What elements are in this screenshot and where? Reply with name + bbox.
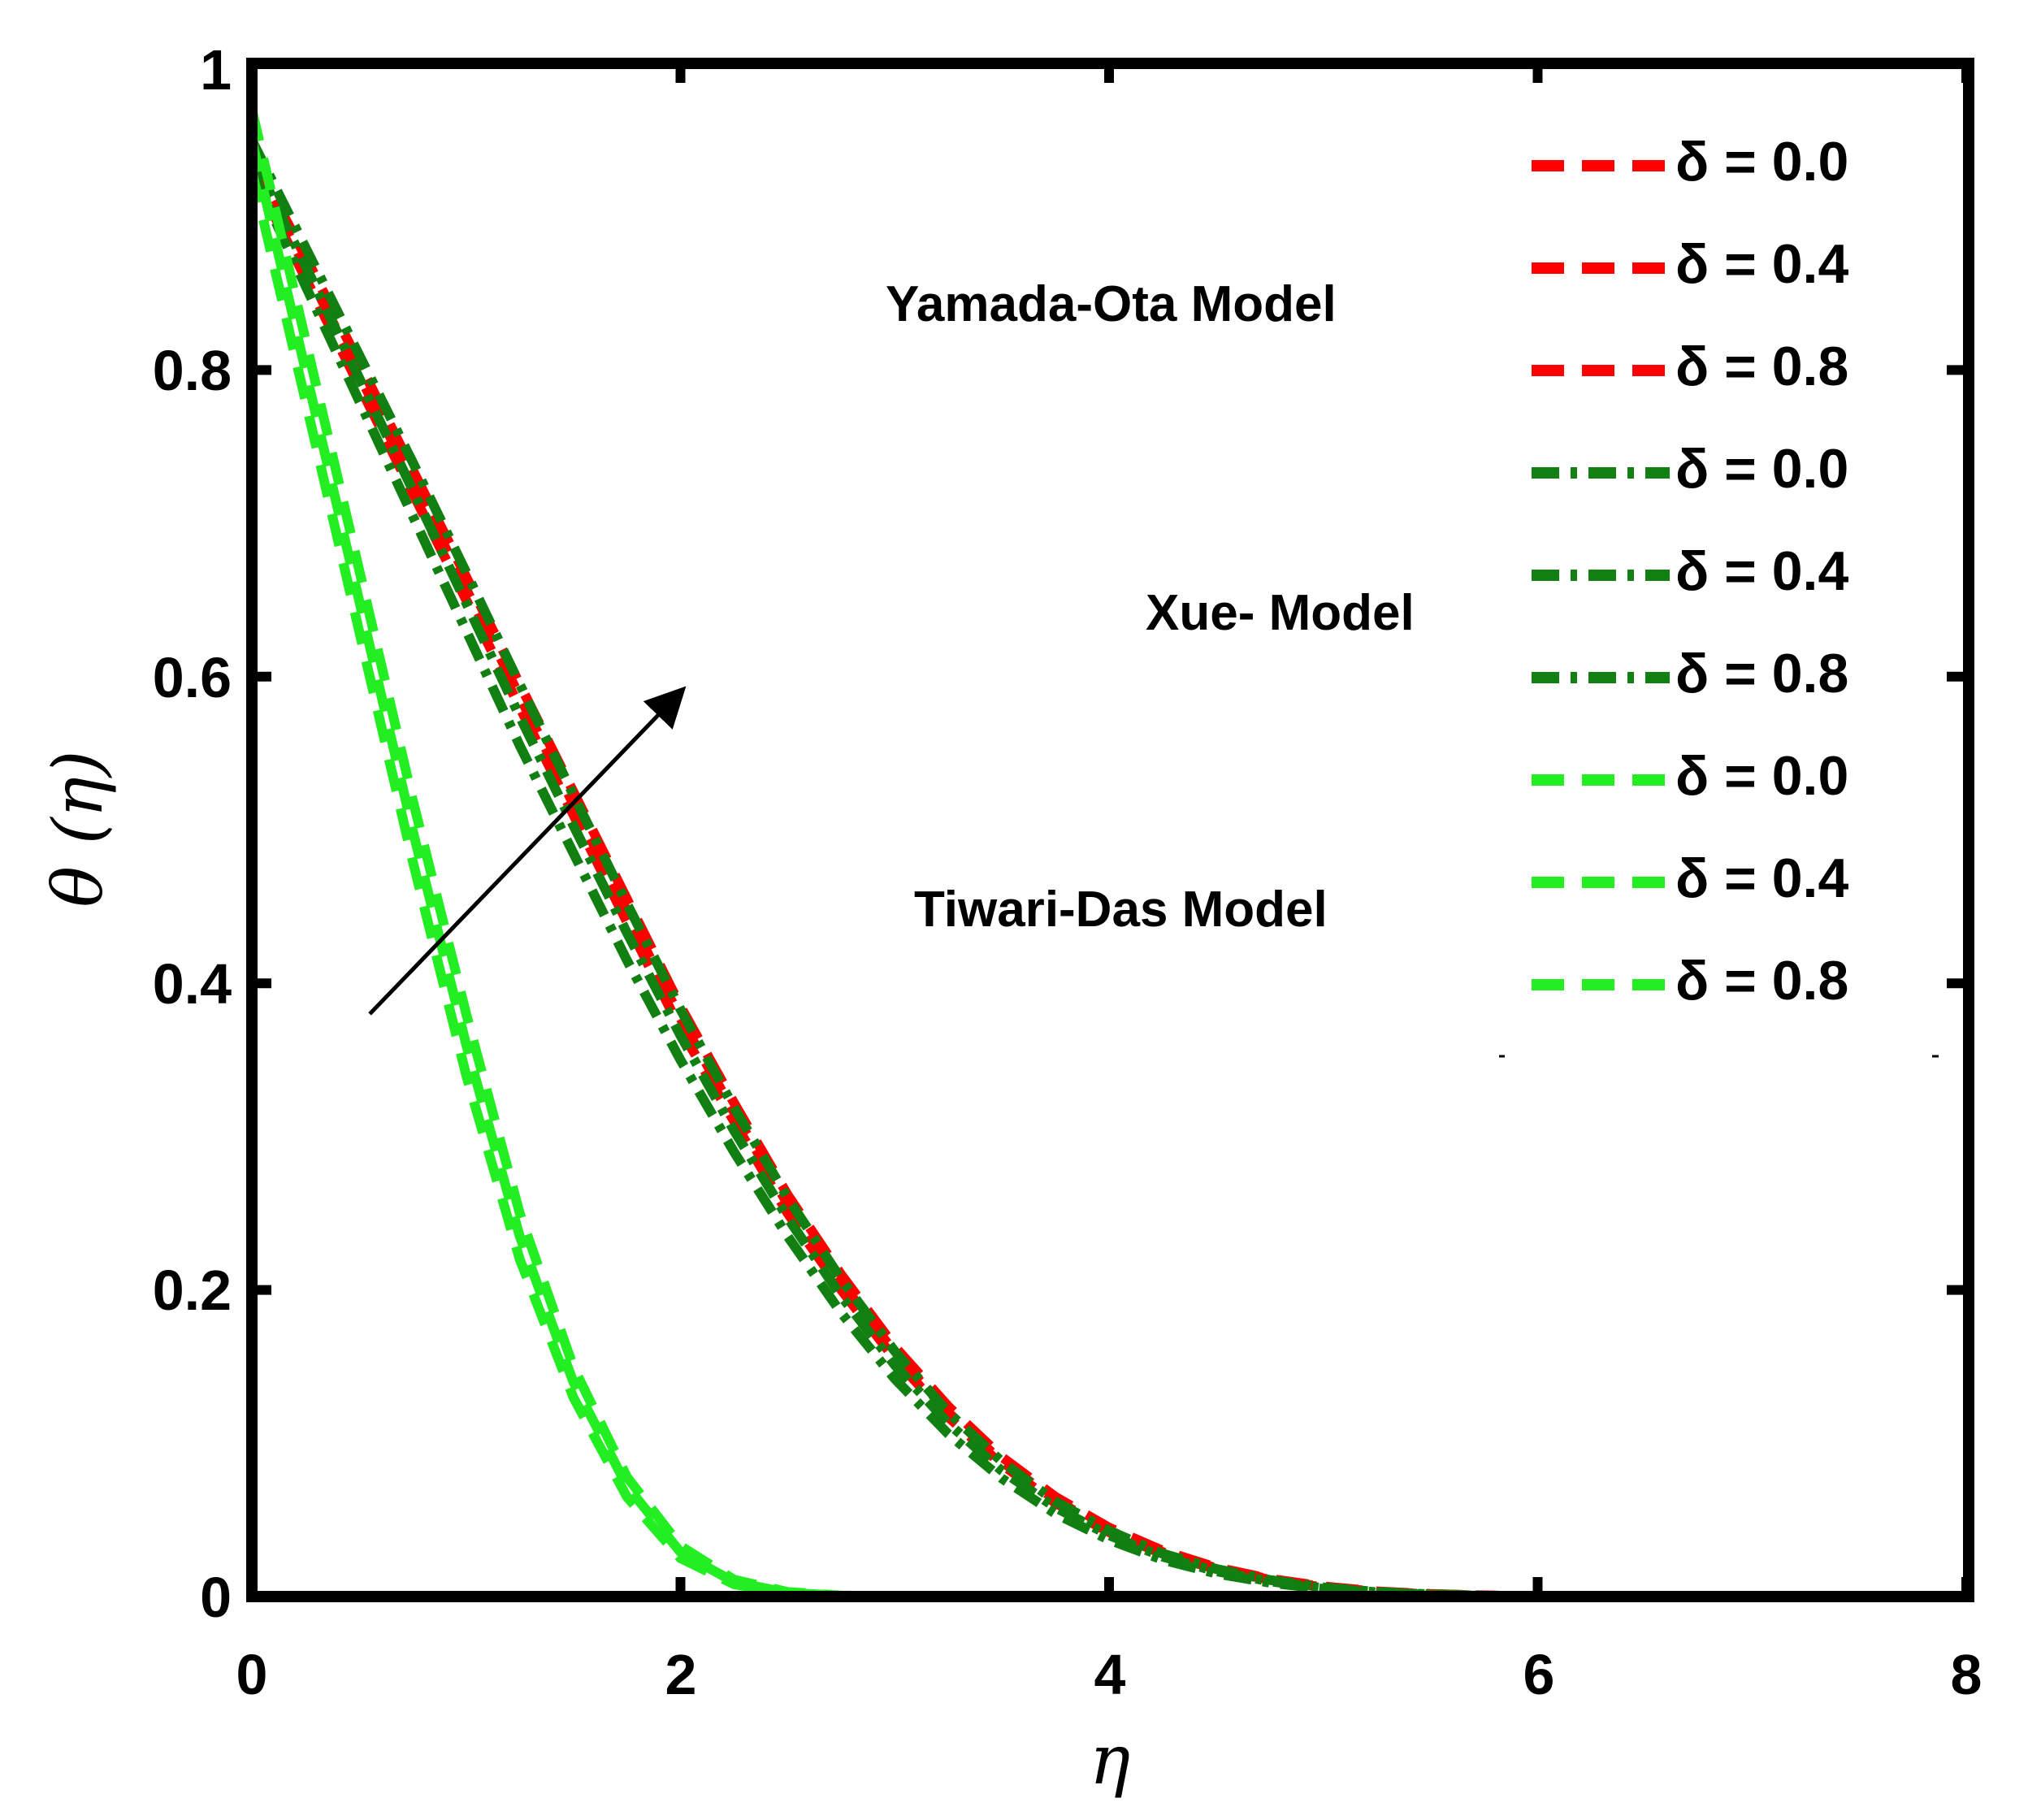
legend-label-5: δ = 0.8 xyxy=(1675,643,1848,704)
y-tick-label: 0.2 xyxy=(153,1259,232,1322)
plot-area xyxy=(246,58,1974,1602)
series-line-1 xyxy=(247,160,1538,1601)
y-tick-label: 0.4 xyxy=(153,952,232,1016)
y-tick-label: 0.8 xyxy=(153,339,232,402)
ticks-layer xyxy=(247,58,1971,1601)
legend-box xyxy=(1499,138,1938,1060)
y-tick-label: 0 xyxy=(200,1566,232,1629)
legend-label-2: δ = 0.8 xyxy=(1675,336,1848,397)
series-line-4 xyxy=(247,153,1538,1601)
model-annotations: Yamada-Ota Model Xue- Model Tiwari-Das M… xyxy=(886,276,1415,938)
y-tick-labels: 0 0.2 0.4 0.6 0.8 1 xyxy=(153,38,232,1629)
x-axis-label: η xyxy=(1090,1720,1130,1800)
y-tick-label: 0.6 xyxy=(153,646,232,709)
legend-label-1: δ = 0.4 xyxy=(1675,233,1848,295)
legend-items: δ = 0.0 δ = 0.4 δ = 0.8 δ = 0.0 δ = 0.4 δ = 0… xyxy=(1532,131,1848,1012)
series-line-2 xyxy=(247,153,1538,1601)
legend-label-8: δ = 0.8 xyxy=(1675,950,1848,1012)
series-line-0 xyxy=(247,168,1538,1601)
x-tick-label: 2 xyxy=(665,1643,697,1706)
series-line-5 xyxy=(247,137,1538,1601)
x-tick-label: 8 xyxy=(1951,1643,1982,1706)
legend: δ = 0.0 δ = 0.4 δ = 0.8 δ = 0.0 δ = 0.4 δ = 0… xyxy=(1499,131,1939,1060)
annotation-yamada-ota: Yamada-Ota Model xyxy=(886,276,1337,332)
annotation-xue: Xue- Model xyxy=(1146,585,1415,641)
x-tick-label: 0 xyxy=(236,1643,268,1706)
annotation-tiwari-das: Tiwari-Das Model xyxy=(914,882,1328,938)
series-layer xyxy=(247,108,1538,1601)
legend-label-3: δ = 0.0 xyxy=(1675,438,1848,500)
legend-label-4: δ = 0.4 xyxy=(1675,540,1848,602)
legend-label-0: δ = 0.0 xyxy=(1675,131,1848,193)
legend-label-7: δ = 0.4 xyxy=(1675,847,1848,909)
legend-label-6: δ = 0.0 xyxy=(1675,745,1848,807)
x-tick-labels: 0 2 4 6 8 xyxy=(236,1643,1982,1706)
x-tick-label: 4 xyxy=(1094,1643,1126,1706)
delta-increase-arrow xyxy=(368,686,687,1016)
series-line-3 xyxy=(247,168,1538,1601)
x-tick-label: 6 xyxy=(1523,1643,1555,1706)
y-axis-label: θ (η) xyxy=(38,750,118,907)
y-tick-label: 1 xyxy=(200,38,232,102)
